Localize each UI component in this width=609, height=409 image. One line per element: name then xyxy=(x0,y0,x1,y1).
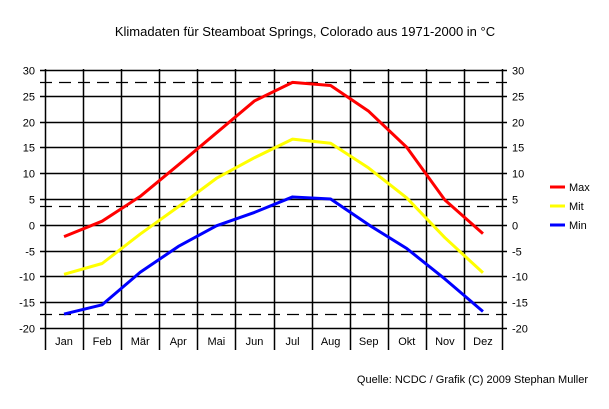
y-tick-label-left: -20 xyxy=(19,324,35,336)
series-line-mit xyxy=(63,137,484,276)
y-tick-label-right: -5 xyxy=(512,247,522,259)
y-tick-label-right: -15 xyxy=(512,298,528,310)
y-tick-label-right: 30 xyxy=(512,66,524,78)
legend-label-mit: Mit xyxy=(569,201,584,213)
y-tick-label-left: 30 xyxy=(23,66,35,78)
y-tick-label-left: 0 xyxy=(29,221,35,233)
y-tick-label-left: -10 xyxy=(19,272,35,284)
y-tick-label-right: 10 xyxy=(512,169,524,181)
y-tick-label-right: -20 xyxy=(512,324,528,336)
y-tick-label-right: 15 xyxy=(512,143,524,155)
chart-title: Klimadaten für Steamboat Springs, Colora… xyxy=(115,24,495,39)
legend-label-min: Min xyxy=(569,220,587,232)
x-tick-label: Nov xyxy=(435,336,455,348)
y-tick-label-left: 20 xyxy=(23,118,35,130)
x-tick-label: Feb xyxy=(93,336,112,348)
y-tick-label-right: 5 xyxy=(512,195,518,207)
y-tick-label-right: 25 xyxy=(512,92,524,104)
y-tick-label-right: -10 xyxy=(512,272,528,284)
y-tick-label-left: 25 xyxy=(23,92,35,104)
source-credit: Quelle: NCDC / Grafik (C) 2009 Stephan M… xyxy=(357,374,588,386)
x-tick-label: Jan xyxy=(55,336,73,348)
y-tick-label-left: 10 xyxy=(23,169,35,181)
x-tick-label: Mai xyxy=(208,336,226,348)
y-tick-label-left: -15 xyxy=(19,298,35,310)
y-tick-label-left: 5 xyxy=(29,195,35,207)
x-tick-label: Mär xyxy=(131,336,150,348)
x-tick-label: Sep xyxy=(359,336,379,348)
y-tick-label-left: -5 xyxy=(25,247,35,259)
x-tick-label: Jul xyxy=(286,336,300,348)
x-tick-label: Okt xyxy=(398,336,415,348)
x-tick-label: Jun xyxy=(246,336,264,348)
y-tick-label-right: 0 xyxy=(512,221,518,233)
y-tick-label-left: 15 xyxy=(23,143,35,155)
legend-label-max: Max xyxy=(569,182,590,194)
x-tick-label: Aug xyxy=(321,336,341,348)
series-line-min xyxy=(63,195,484,316)
x-tick-label: Dez xyxy=(473,336,493,348)
y-tick-label-right: 20 xyxy=(512,118,524,130)
series-line-max xyxy=(63,80,484,239)
x-tick-label: Apr xyxy=(170,336,187,348)
